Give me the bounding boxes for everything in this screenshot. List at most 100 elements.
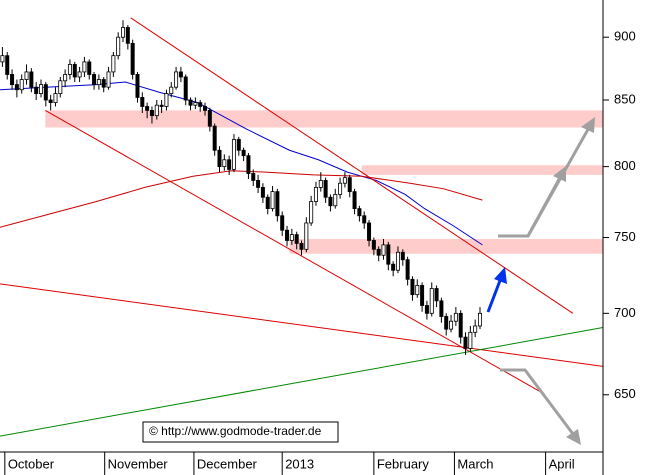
target-arrow <box>500 368 578 439</box>
candle-body <box>323 180 328 198</box>
price-zone <box>361 165 603 175</box>
candle-body <box>193 102 198 106</box>
candle-body <box>313 187 318 202</box>
candle-body <box>227 159 232 170</box>
candle-body <box>24 71 29 80</box>
candle-body <box>39 84 44 94</box>
candle-body <box>415 285 420 296</box>
candle-body <box>333 194 338 207</box>
candle-body <box>328 196 333 207</box>
candle-body <box>19 79 24 91</box>
candle-body <box>67 63 72 75</box>
candle-body <box>391 263 396 271</box>
candle-body <box>444 316 449 330</box>
x-tick-label: November <box>108 456 169 471</box>
candle-body <box>352 191 357 210</box>
candle-body <box>29 71 34 88</box>
candle-body <box>96 79 101 86</box>
candle-body <box>145 106 150 111</box>
candle-body <box>212 125 217 151</box>
candle-body <box>463 336 468 349</box>
candle-body <box>362 215 367 224</box>
candle-body <box>43 84 48 101</box>
candle-body <box>169 86 174 94</box>
candle-body <box>477 312 482 327</box>
target-arrow <box>526 123 593 237</box>
candle-body <box>376 248 381 256</box>
y-tick-label: 800 <box>614 158 636 173</box>
candle-body <box>125 27 130 44</box>
trend-line <box>0 283 604 367</box>
candle-body <box>434 288 439 302</box>
candle-body <box>14 84 19 91</box>
candle-body <box>207 109 212 127</box>
candle-body <box>347 177 352 193</box>
candle-body <box>318 180 323 188</box>
candle-body <box>92 74 97 86</box>
candle-body <box>260 187 265 198</box>
price-zone <box>45 110 604 128</box>
candle-body <box>256 180 261 188</box>
candle-body <box>198 102 203 107</box>
y-tick-label: 850 <box>614 91 636 106</box>
price-zone <box>289 238 603 254</box>
candle-body <box>289 234 294 241</box>
candle-body <box>265 196 270 210</box>
candle-body <box>410 278 415 296</box>
candle-body <box>101 79 106 88</box>
candle-body <box>164 93 169 107</box>
candle-body <box>236 139 241 151</box>
candle-body <box>338 182 343 195</box>
candle-body <box>183 76 188 101</box>
candle-body <box>357 208 362 217</box>
candle-body <box>63 74 68 82</box>
candle-body <box>203 106 208 111</box>
candle-body <box>453 312 458 322</box>
candle-body <box>87 61 92 75</box>
x-tick-label: December <box>197 456 258 471</box>
candle-body <box>116 36 121 57</box>
candle-body <box>395 251 400 271</box>
annotation: > 750 <box>482 213 513 227</box>
x-tick-label: 2013 <box>285 456 314 471</box>
candle-body <box>217 149 222 168</box>
candle-body <box>34 86 39 94</box>
candle-body <box>439 300 444 317</box>
candle-body <box>424 305 429 314</box>
candle-body <box>0 55 5 63</box>
annotation: < 663 <box>543 369 574 383</box>
candle-body <box>381 244 386 256</box>
candle-body <box>174 71 179 88</box>
candle-body <box>106 71 111 88</box>
candle-body <box>111 55 116 73</box>
candle-body <box>285 229 290 241</box>
x-tick-label: April <box>549 456 575 471</box>
trend-line <box>0 327 604 437</box>
candle-body <box>420 285 425 306</box>
x-tick-label: February <box>377 456 430 471</box>
signal-arrow <box>486 277 503 313</box>
arrow-head <box>566 429 581 445</box>
candle-body <box>231 139 236 170</box>
candle-body <box>275 191 280 217</box>
candle-body <box>400 251 405 261</box>
candle-body <box>5 55 10 75</box>
candle-body <box>246 155 251 174</box>
candle-body <box>342 177 347 184</box>
candle-body <box>10 74 15 86</box>
x-tick-label: October <box>8 456 55 471</box>
candle-body <box>299 243 304 250</box>
candle-body <box>178 71 183 78</box>
candle-body <box>367 222 372 241</box>
candle-body <box>222 159 227 168</box>
candle-body <box>429 288 434 314</box>
candle-body <box>371 240 376 250</box>
candle-body <box>121 27 126 38</box>
trend-line <box>130 17 574 314</box>
candle-body <box>468 331 473 349</box>
candle-body <box>130 42 135 75</box>
candle-body <box>294 234 299 244</box>
candle-body <box>159 104 164 107</box>
arrow-head <box>581 117 595 133</box>
